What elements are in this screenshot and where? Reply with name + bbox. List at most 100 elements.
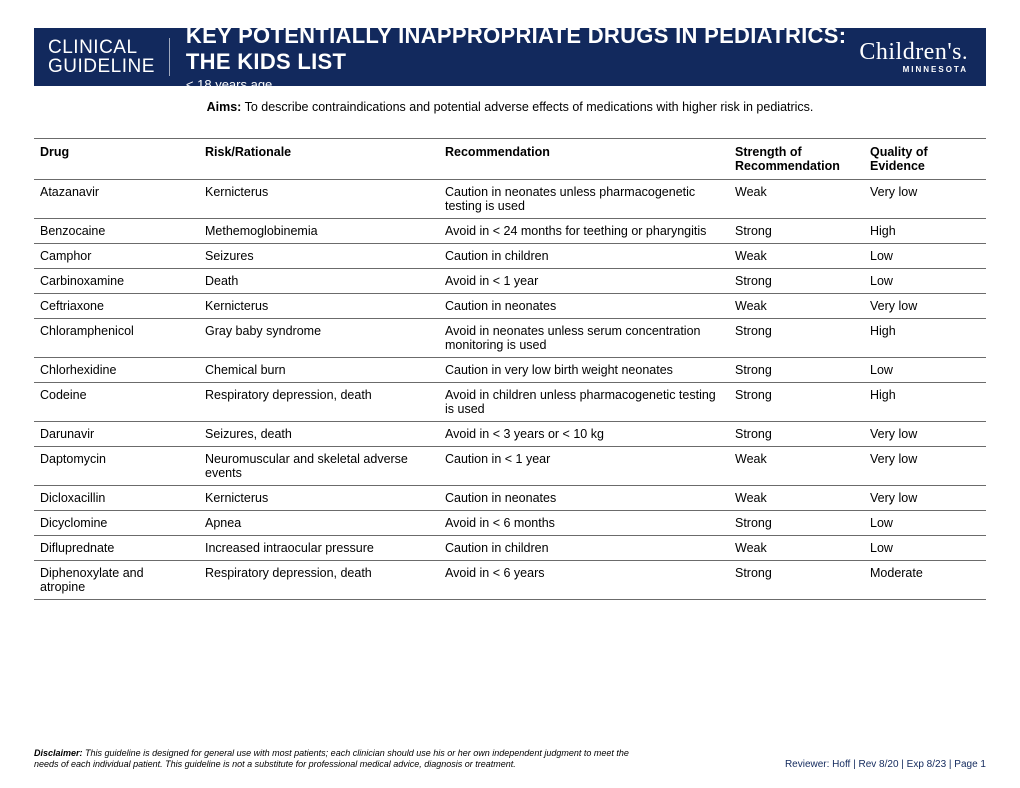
table-cell: Codeine [34, 383, 199, 422]
table-cell: Weak [729, 536, 864, 561]
table-cell: Gray baby syndrome [199, 319, 439, 358]
table-cell: Weak [729, 244, 864, 269]
table-cell: Kernicterus [199, 294, 439, 319]
table-cell: Strong [729, 319, 864, 358]
table-cell: High [864, 219, 986, 244]
table-cell: Strong [729, 358, 864, 383]
table-cell: Strong [729, 422, 864, 447]
table-cell: Low [864, 269, 986, 294]
col-recommendation: Recommendation [439, 139, 729, 180]
table-cell: Low [864, 358, 986, 383]
table-cell: Strong [729, 269, 864, 294]
table-cell: Avoid in children unless pharmacogenetic… [439, 383, 729, 422]
table-cell: Daptomycin [34, 447, 199, 486]
disclaimer-text: This guideline is designed for general u… [34, 748, 629, 769]
table-cell: Camphor [34, 244, 199, 269]
page-subtitle: < 18 years age [186, 77, 859, 92]
table-cell: Ceftriaxone [34, 294, 199, 319]
table-cell: Atazanavir [34, 180, 199, 219]
table-cell: High [864, 383, 986, 422]
table-row: DifluprednateIncreased intraocular press… [34, 536, 986, 561]
table-cell: Dicloxacillin [34, 486, 199, 511]
footer: Disclaimer: This guideline is designed f… [34, 748, 986, 771]
aims-text: To describe contraindications and potent… [245, 100, 814, 114]
table-cell: Caution in children [439, 244, 729, 269]
col-strength: Strength of Recommendation [729, 139, 864, 180]
logo-sub: MINNESOTA [859, 66, 968, 74]
disclaimer: Disclaimer: This guideline is designed f… [34, 748, 634, 771]
table-row: CamphorSeizuresCaution in childrenWeakLo… [34, 244, 986, 269]
table-row: AtazanavirKernicterusCaution in neonates… [34, 180, 986, 219]
page-title: KEY POTENTIALLY INAPPROPRIATE DRUGS IN P… [186, 23, 859, 75]
aims-label: Aims: [207, 100, 242, 114]
table-cell: Avoid in neonates unless serum concentra… [439, 319, 729, 358]
table-cell: Moderate [864, 561, 986, 600]
table-cell: Death [199, 269, 439, 294]
table-row: Diphenoxylate and atropineRespiratory de… [34, 561, 986, 600]
table-cell: Avoid in < 24 months for teething or pha… [439, 219, 729, 244]
table-cell: Weak [729, 447, 864, 486]
table-cell: Very low [864, 447, 986, 486]
table-cell: Apnea [199, 511, 439, 536]
table-cell: Avoid in < 1 year [439, 269, 729, 294]
table-cell: Strong [729, 219, 864, 244]
col-quality: Quality of Evidence [864, 139, 986, 180]
logo: Children's. MINNESOTA [859, 40, 968, 74]
table-body: AtazanavirKernicterusCaution in neonates… [34, 180, 986, 600]
table-cell: Increased intraocular pressure [199, 536, 439, 561]
table-row: ChlorhexidineChemical burnCaution in ver… [34, 358, 986, 383]
logo-main: Children's. [859, 40, 968, 64]
header-left: CLINICAL GUIDELINE [48, 38, 170, 76]
table-cell: Neuromuscular and skeletal adverse event… [199, 447, 439, 486]
table-row: CarbinoxamineDeathAvoid in < 1 yearStron… [34, 269, 986, 294]
table-cell: Low [864, 511, 986, 536]
table-cell: Strong [729, 561, 864, 600]
header-left-top: CLINICAL [48, 38, 155, 57]
table-cell: Benzocaine [34, 219, 199, 244]
table-cell: Strong [729, 383, 864, 422]
table-cell: Low [864, 536, 986, 561]
header-mid: KEY POTENTIALLY INAPPROPRIATE DRUGS IN P… [170, 23, 859, 92]
table-cell: Chlorhexidine [34, 358, 199, 383]
table-cell: Low [864, 244, 986, 269]
table-cell: Avoid in < 6 months [439, 511, 729, 536]
table-row: DicloxacillinKernicterusCaution in neona… [34, 486, 986, 511]
table-cell: Diphenoxylate and atropine [34, 561, 199, 600]
disclaimer-label: Disclaimer: [34, 748, 83, 758]
table-row: CeftriaxoneKernicterusCaution in neonate… [34, 294, 986, 319]
table-cell: High [864, 319, 986, 358]
col-drug: Drug [34, 139, 199, 180]
table-cell: Kernicterus [199, 486, 439, 511]
table-cell: Caution in children [439, 536, 729, 561]
table-cell: Seizures [199, 244, 439, 269]
table-cell: Kernicterus [199, 180, 439, 219]
table-cell: Very low [864, 294, 986, 319]
table-cell: Caution in very low birth weight neonate… [439, 358, 729, 383]
table-cell: Carbinoxamine [34, 269, 199, 294]
table-row: CodeineRespiratory depression, deathAvoi… [34, 383, 986, 422]
table-cell: Respiratory depression, death [199, 383, 439, 422]
table-cell: Respiratory depression, death [199, 561, 439, 600]
header-left-bottom: GUIDELINE [48, 57, 155, 76]
reviewer-line: Reviewer: Hoff | Rev 8/20 | Exp 8/23 | P… [785, 759, 986, 770]
table-cell: Caution in neonates [439, 486, 729, 511]
table-cell: Very low [864, 180, 986, 219]
table-cell: Chloramphenicol [34, 319, 199, 358]
table-row: BenzocaineMethemoglobinemiaAvoid in < 24… [34, 219, 986, 244]
table-row: ChloramphenicolGray baby syndromeAvoid i… [34, 319, 986, 358]
table-cell: Weak [729, 180, 864, 219]
table-cell: Avoid in < 3 years or < 10 kg [439, 422, 729, 447]
table-cell: Caution in neonates [439, 294, 729, 319]
table-cell: Darunavir [34, 422, 199, 447]
table-row: DicyclomineApneaAvoid in < 6 monthsStron… [34, 511, 986, 536]
table-cell: Weak [729, 294, 864, 319]
header-bar: CLINICAL GUIDELINE KEY POTENTIALLY INAPP… [34, 28, 986, 86]
col-risk: Risk/Rationale [199, 139, 439, 180]
table-row: DaptomycinNeuromuscular and skeletal adv… [34, 447, 986, 486]
table-cell: Caution in neonates unless pharmacogenet… [439, 180, 729, 219]
table-cell: Difluprednate [34, 536, 199, 561]
drug-table: Drug Risk/Rationale Recommendation Stren… [34, 138, 986, 600]
table-row: DarunavirSeizures, deathAvoid in < 3 yea… [34, 422, 986, 447]
table-cell: Methemoglobinemia [199, 219, 439, 244]
table-cell: Chemical burn [199, 358, 439, 383]
